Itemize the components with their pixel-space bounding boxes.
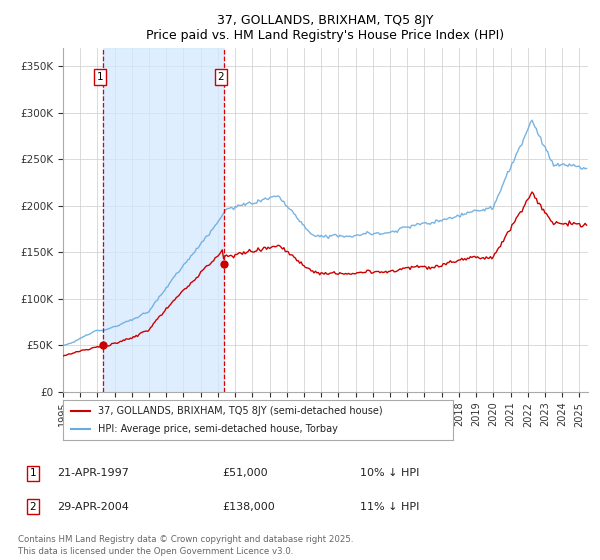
Text: 11% ↓ HPI: 11% ↓ HPI [360, 502, 419, 512]
Bar [103, 48, 224, 392]
Text: 10% ↓ HPI: 10% ↓ HPI [360, 468, 419, 478]
Text: 1: 1 [97, 72, 103, 82]
Text: £138,000: £138,000 [222, 502, 275, 512]
Text: 21-APR-1997: 21-APR-1997 [57, 468, 129, 478]
Text: £51,000: £51,000 [222, 468, 268, 478]
Text: 29-APR-2004: 29-APR-2004 [57, 502, 129, 512]
Text: 37, GOLLANDS, BRIXHAM, TQ5 8JY (semi-detached house): 37, GOLLANDS, BRIXHAM, TQ5 8JY (semi-det… [98, 407, 383, 417]
Text: 1: 1 [29, 468, 37, 478]
Text: 2: 2 [218, 72, 224, 82]
Title: 37, GOLLANDS, BRIXHAM, TQ5 8JY
Price paid vs. HM Land Registry's House Price Ind: 37, GOLLANDS, BRIXHAM, TQ5 8JY Price pai… [146, 14, 505, 42]
Text: 2: 2 [29, 502, 37, 512]
Text: HPI: Average price, semi-detached house, Torbay: HPI: Average price, semi-detached house,… [98, 423, 338, 433]
Text: Contains HM Land Registry data © Crown copyright and database right 2025.
This d: Contains HM Land Registry data © Crown c… [18, 535, 353, 556]
